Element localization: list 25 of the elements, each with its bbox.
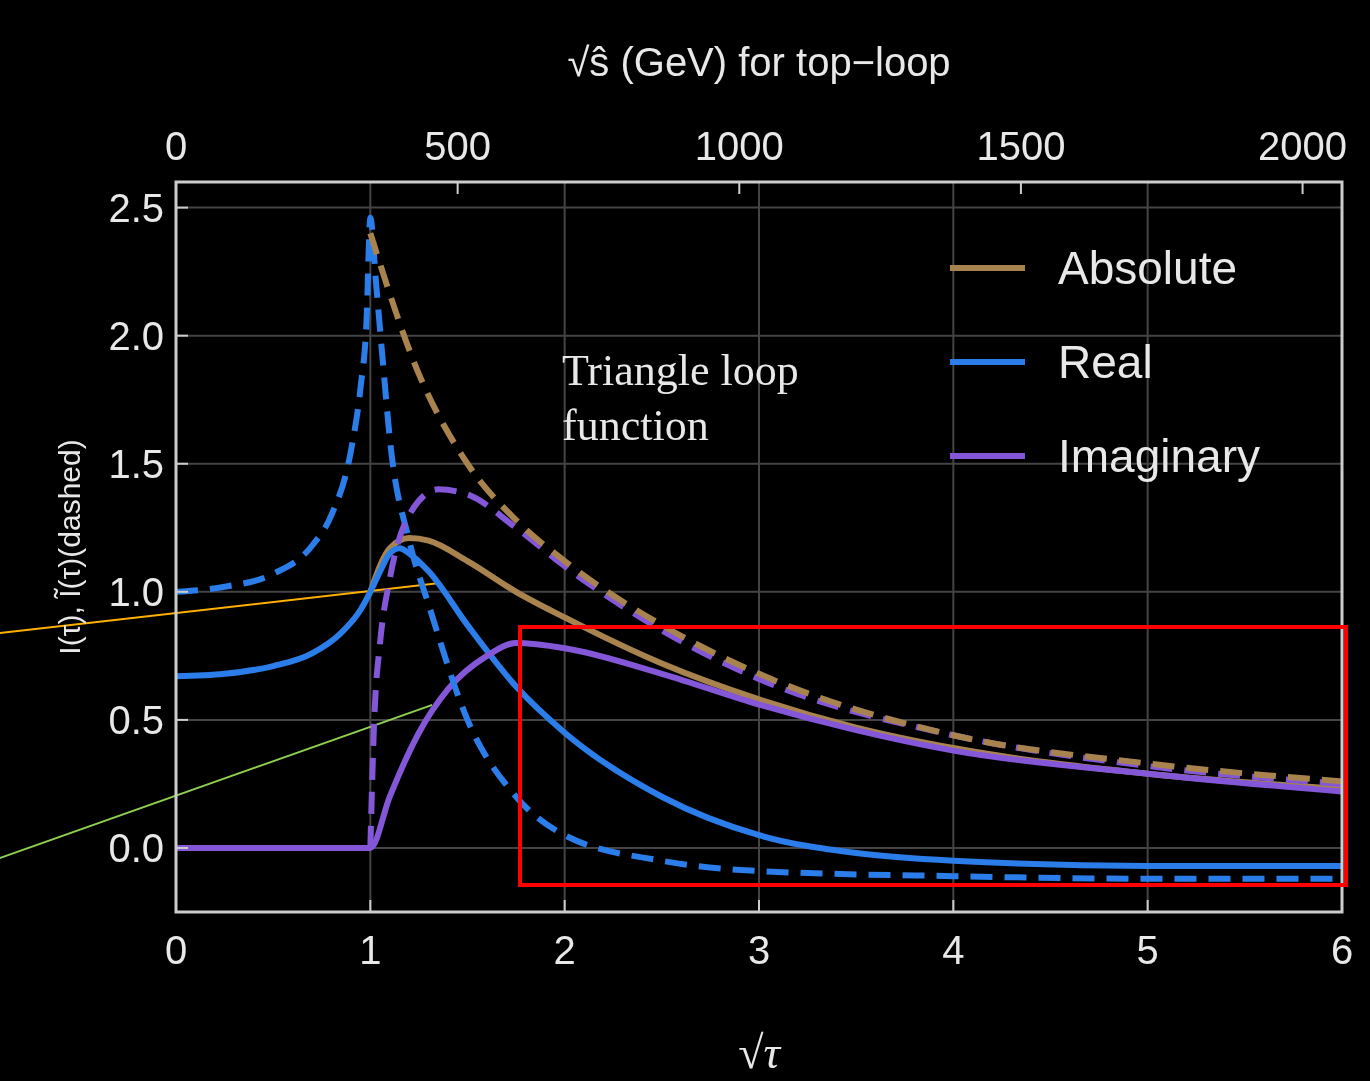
y-tick-label: 1.5 [108, 441, 164, 486]
y-axis-title: I(τ), Ĩ(τ)(dashed) [53, 439, 86, 655]
x-tick-label: 6 [1330, 928, 1354, 972]
legend-label: Imaginary [1058, 430, 1260, 483]
x-tick-label: 2 [553, 928, 576, 972]
x-tick-label: 1 [359, 928, 382, 972]
y-tick-label: 1.0 [108, 569, 164, 614]
x2-tick-label: 0 [164, 124, 188, 168]
x2-tick-label: 500 [424, 124, 492, 168]
x-tick-label: 0 [164, 928, 188, 972]
x-tick-label: 4 [942, 928, 965, 972]
x2-axis-title: √ŝ (GeV) for top−loop [567, 40, 951, 84]
legend-label: Real [1058, 336, 1153, 389]
x-tick-label: 5 [1136, 928, 1159, 972]
legend-label: Absolute [1058, 242, 1238, 295]
x2-tick-label: 1500 [976, 124, 1066, 168]
y-tick-label: 2.5 [108, 185, 164, 230]
y-tick-label: 0.5 [108, 697, 164, 742]
x2-tick-label: 1000 [694, 124, 784, 168]
annotation: Triangle loop function [562, 346, 799, 450]
x2-tick-label: 2000 [1258, 124, 1348, 168]
y-tick-label: 0.0 [108, 825, 164, 870]
x-axis-title: √τ [738, 1027, 782, 1078]
y-tick-label: 2.0 [108, 313, 164, 358]
x-tick-label: 3 [747, 928, 771, 972]
